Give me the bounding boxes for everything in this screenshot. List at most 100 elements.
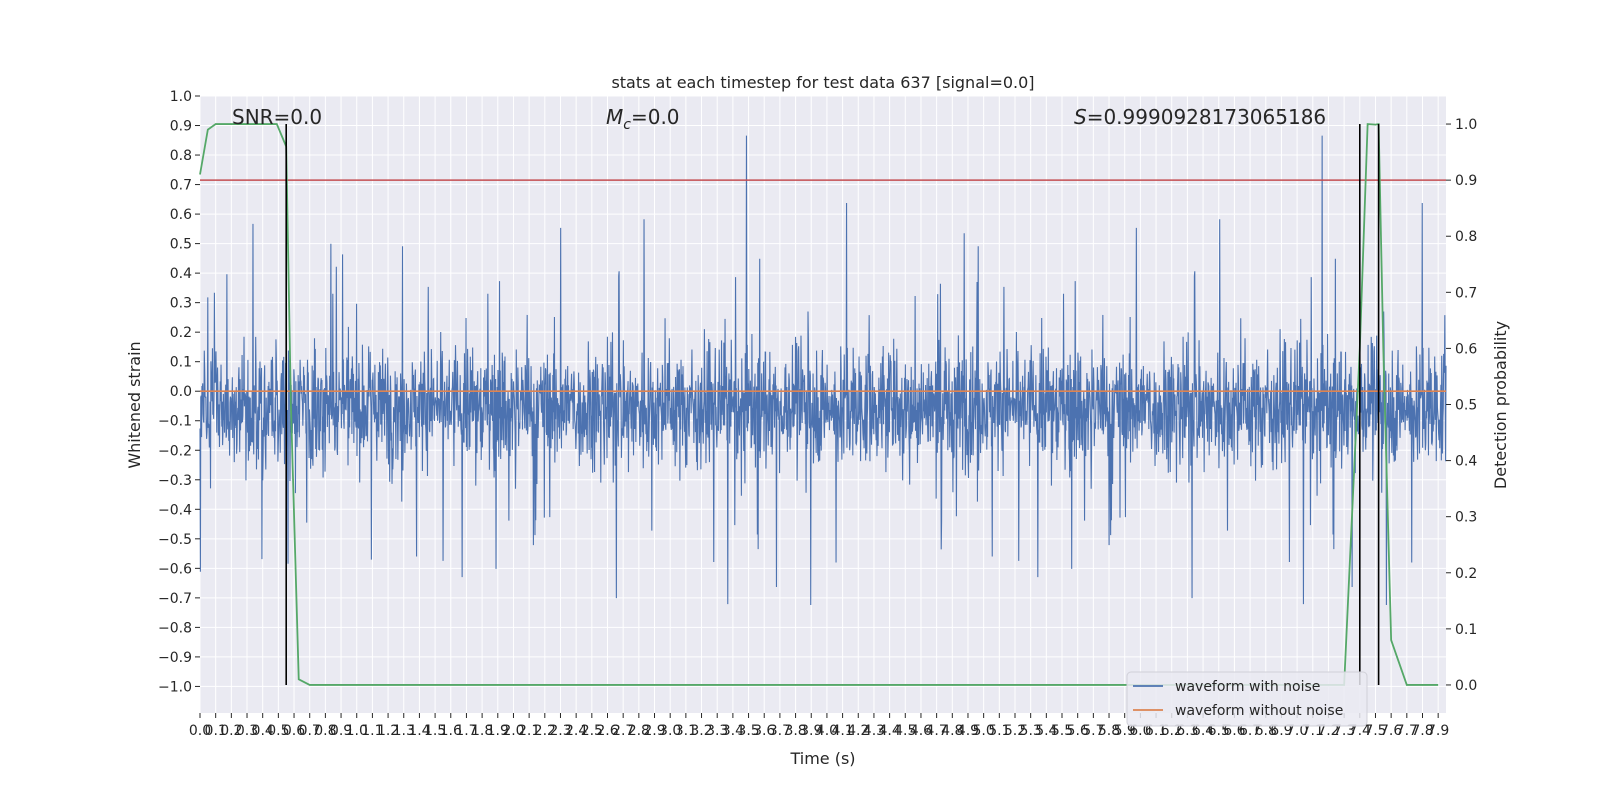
x-tick-label: 0.5 (267, 723, 289, 739)
x-tick-label: 3.1 (675, 723, 697, 739)
y-tick-label-left: 0.1 (170, 355, 192, 371)
legend-label-noise: waveform with noise (1175, 679, 1320, 695)
x-tick-label: 5.1 (988, 723, 1010, 739)
y-tick-label-left: 0.7 (170, 178, 192, 194)
x-tick-label: 1.2 (377, 723, 399, 739)
x-tick-label: 5.7 (1082, 723, 1104, 739)
y-tick-label-left: −0.2 (158, 443, 192, 459)
y-tick-label-right: 0.0 (1455, 678, 1477, 694)
x-tick-label: 0.6 (283, 723, 305, 739)
legend-label-clean: waveform without noise (1175, 703, 1343, 719)
x-tick-label: 0.1 (205, 723, 227, 739)
y-tick-label-left: 0.3 (170, 296, 192, 312)
x-tick-label: 4.0 (816, 723, 838, 739)
x-tick-label: 6.3 (1176, 723, 1198, 739)
x-tick-label: 5.0 (973, 723, 995, 739)
x-tick-label: 6.4 (1192, 723, 1214, 739)
x-tick-label: 2.7 (612, 723, 634, 739)
legend: waveform with noise waveform without noi… (1126, 671, 1368, 727)
y-tick-label-right: 0.5 (1455, 398, 1477, 414)
x-tick-label: 4.9 (957, 723, 979, 739)
x-tick-label: 7.4 (1349, 723, 1371, 739)
chirp-mass-symbol: M (606, 105, 623, 129)
y-tick-label-right: 0.1 (1455, 622, 1477, 638)
x-tick-label: 2.1 (518, 723, 540, 739)
x-tick-label: 7.6 (1380, 723, 1402, 739)
y-tick-label-left: −0.5 (158, 532, 192, 548)
x-tick-label: 4.5 (894, 723, 916, 739)
chirp-mass-value: =0.0 (631, 105, 680, 129)
x-tick-label: 1.6 (440, 723, 462, 739)
x-tick-label: 6.1 (1145, 723, 1167, 739)
x-tick-label: 2.3 (549, 723, 571, 739)
y-tick-label-left: −0.4 (158, 502, 192, 518)
chirp-mass-annotation: Mc=0.0 (606, 105, 680, 133)
y-tick-label-left: −1.0 (158, 679, 192, 695)
x-tick-label: 3.6 (753, 723, 775, 739)
x-tick-label: 5.2 (1004, 723, 1026, 739)
x-tick-label: 0.0 (189, 723, 211, 739)
y-tick-label-left: 0.8 (170, 148, 192, 164)
y-tick-label-left: −0.3 (158, 473, 192, 489)
y-tick-label-right: 0.7 (1455, 285, 1477, 301)
x-tick-label: 3.5 (737, 723, 759, 739)
x-tick-label: 6.9 (1270, 723, 1292, 739)
y-tick-label-left: 0.2 (170, 325, 192, 341)
y-tick-label-right: 0.4 (1455, 454, 1477, 470)
x-tick-label: 2.2 (534, 723, 556, 739)
x-tick-label: 7.3 (1333, 723, 1355, 739)
y-tick-label-right: 0.3 (1455, 510, 1477, 526)
x-tick-label: 2.8 (628, 723, 650, 739)
x-tick-label: 3.2 (690, 723, 712, 739)
x-tick-label: 7.1 (1302, 723, 1324, 739)
y-tick-label-right: 0.2 (1455, 566, 1477, 582)
x-tick-label: 3.8 (784, 723, 806, 739)
x-tick-label: 0.8 (314, 723, 336, 739)
y-tick-label-left: −0.1 (158, 414, 192, 430)
y-tick-label-right: 1.0 (1455, 117, 1477, 133)
tick-layer: 1.00.90.80.70.60.50.40.30.20.10.0−0.1−0.… (158, 89, 1477, 739)
y-tick-label-left: 0.4 (170, 266, 192, 282)
x-tick-label: 6.0 (1129, 723, 1151, 739)
x-tick-label: 3.4 (722, 723, 744, 739)
y-tick-label-left: 0.6 (170, 207, 192, 223)
snr-annotation: SNR=0.0 (232, 105, 322, 129)
x-tick-label: 5.9 (1114, 723, 1136, 739)
y-tick-label-left: 0.9 (170, 119, 192, 135)
y-tick-label-left: 0.5 (170, 237, 192, 253)
x-tick-label: 4.3 (863, 723, 885, 739)
x-tick-label: 0.4 (252, 723, 274, 739)
x-tick-label: 4.1 (831, 723, 853, 739)
x-tick-label: 6.5 (1208, 723, 1230, 739)
x-tick-label: 5.6 (1067, 723, 1089, 739)
x-axis-label: Time (s) (789, 749, 855, 768)
x-tick-label: 3.9 (800, 723, 822, 739)
y-tick-label-left: −0.9 (158, 650, 192, 666)
series-waveform-with-noise (199, 135, 1447, 606)
data-layer (199, 122, 1447, 686)
x-tick-label: 1.7 (455, 723, 477, 739)
x-tick-label: 3.7 (769, 723, 791, 739)
y-tick-label-right: 0.8 (1455, 229, 1477, 245)
x-tick-label: 2.9 (643, 723, 665, 739)
x-tick-label: 0.2 (220, 723, 242, 739)
x-tick-label: 7.7 (1396, 723, 1418, 739)
x-tick-label: 6.2 (1161, 723, 1183, 739)
x-tick-label: 1.9 (487, 723, 509, 739)
x-tick-label: 1.4 (408, 723, 430, 739)
x-tick-label: 1.0 (346, 723, 368, 739)
x-tick-label: 5.3 (1020, 723, 1042, 739)
x-tick-label: 1.3 (393, 723, 415, 739)
x-tick-label: 4.8 (941, 723, 963, 739)
x-tick-label: 4.6 (910, 723, 932, 739)
y-axis-label-right: Detection probability (1491, 321, 1510, 489)
x-tick-label: 0.7 (299, 723, 321, 739)
y-axis-label-left: Whitened strain (125, 341, 144, 468)
x-tick-label: 7.2 (1317, 723, 1339, 739)
x-tick-label: 5.8 (1098, 723, 1120, 739)
x-tick-label: 7.9 (1427, 723, 1449, 739)
score-annotation: S=0.9990928173065186 (1074, 105, 1326, 129)
y-tick-label-left: 1.0 (170, 89, 192, 105)
